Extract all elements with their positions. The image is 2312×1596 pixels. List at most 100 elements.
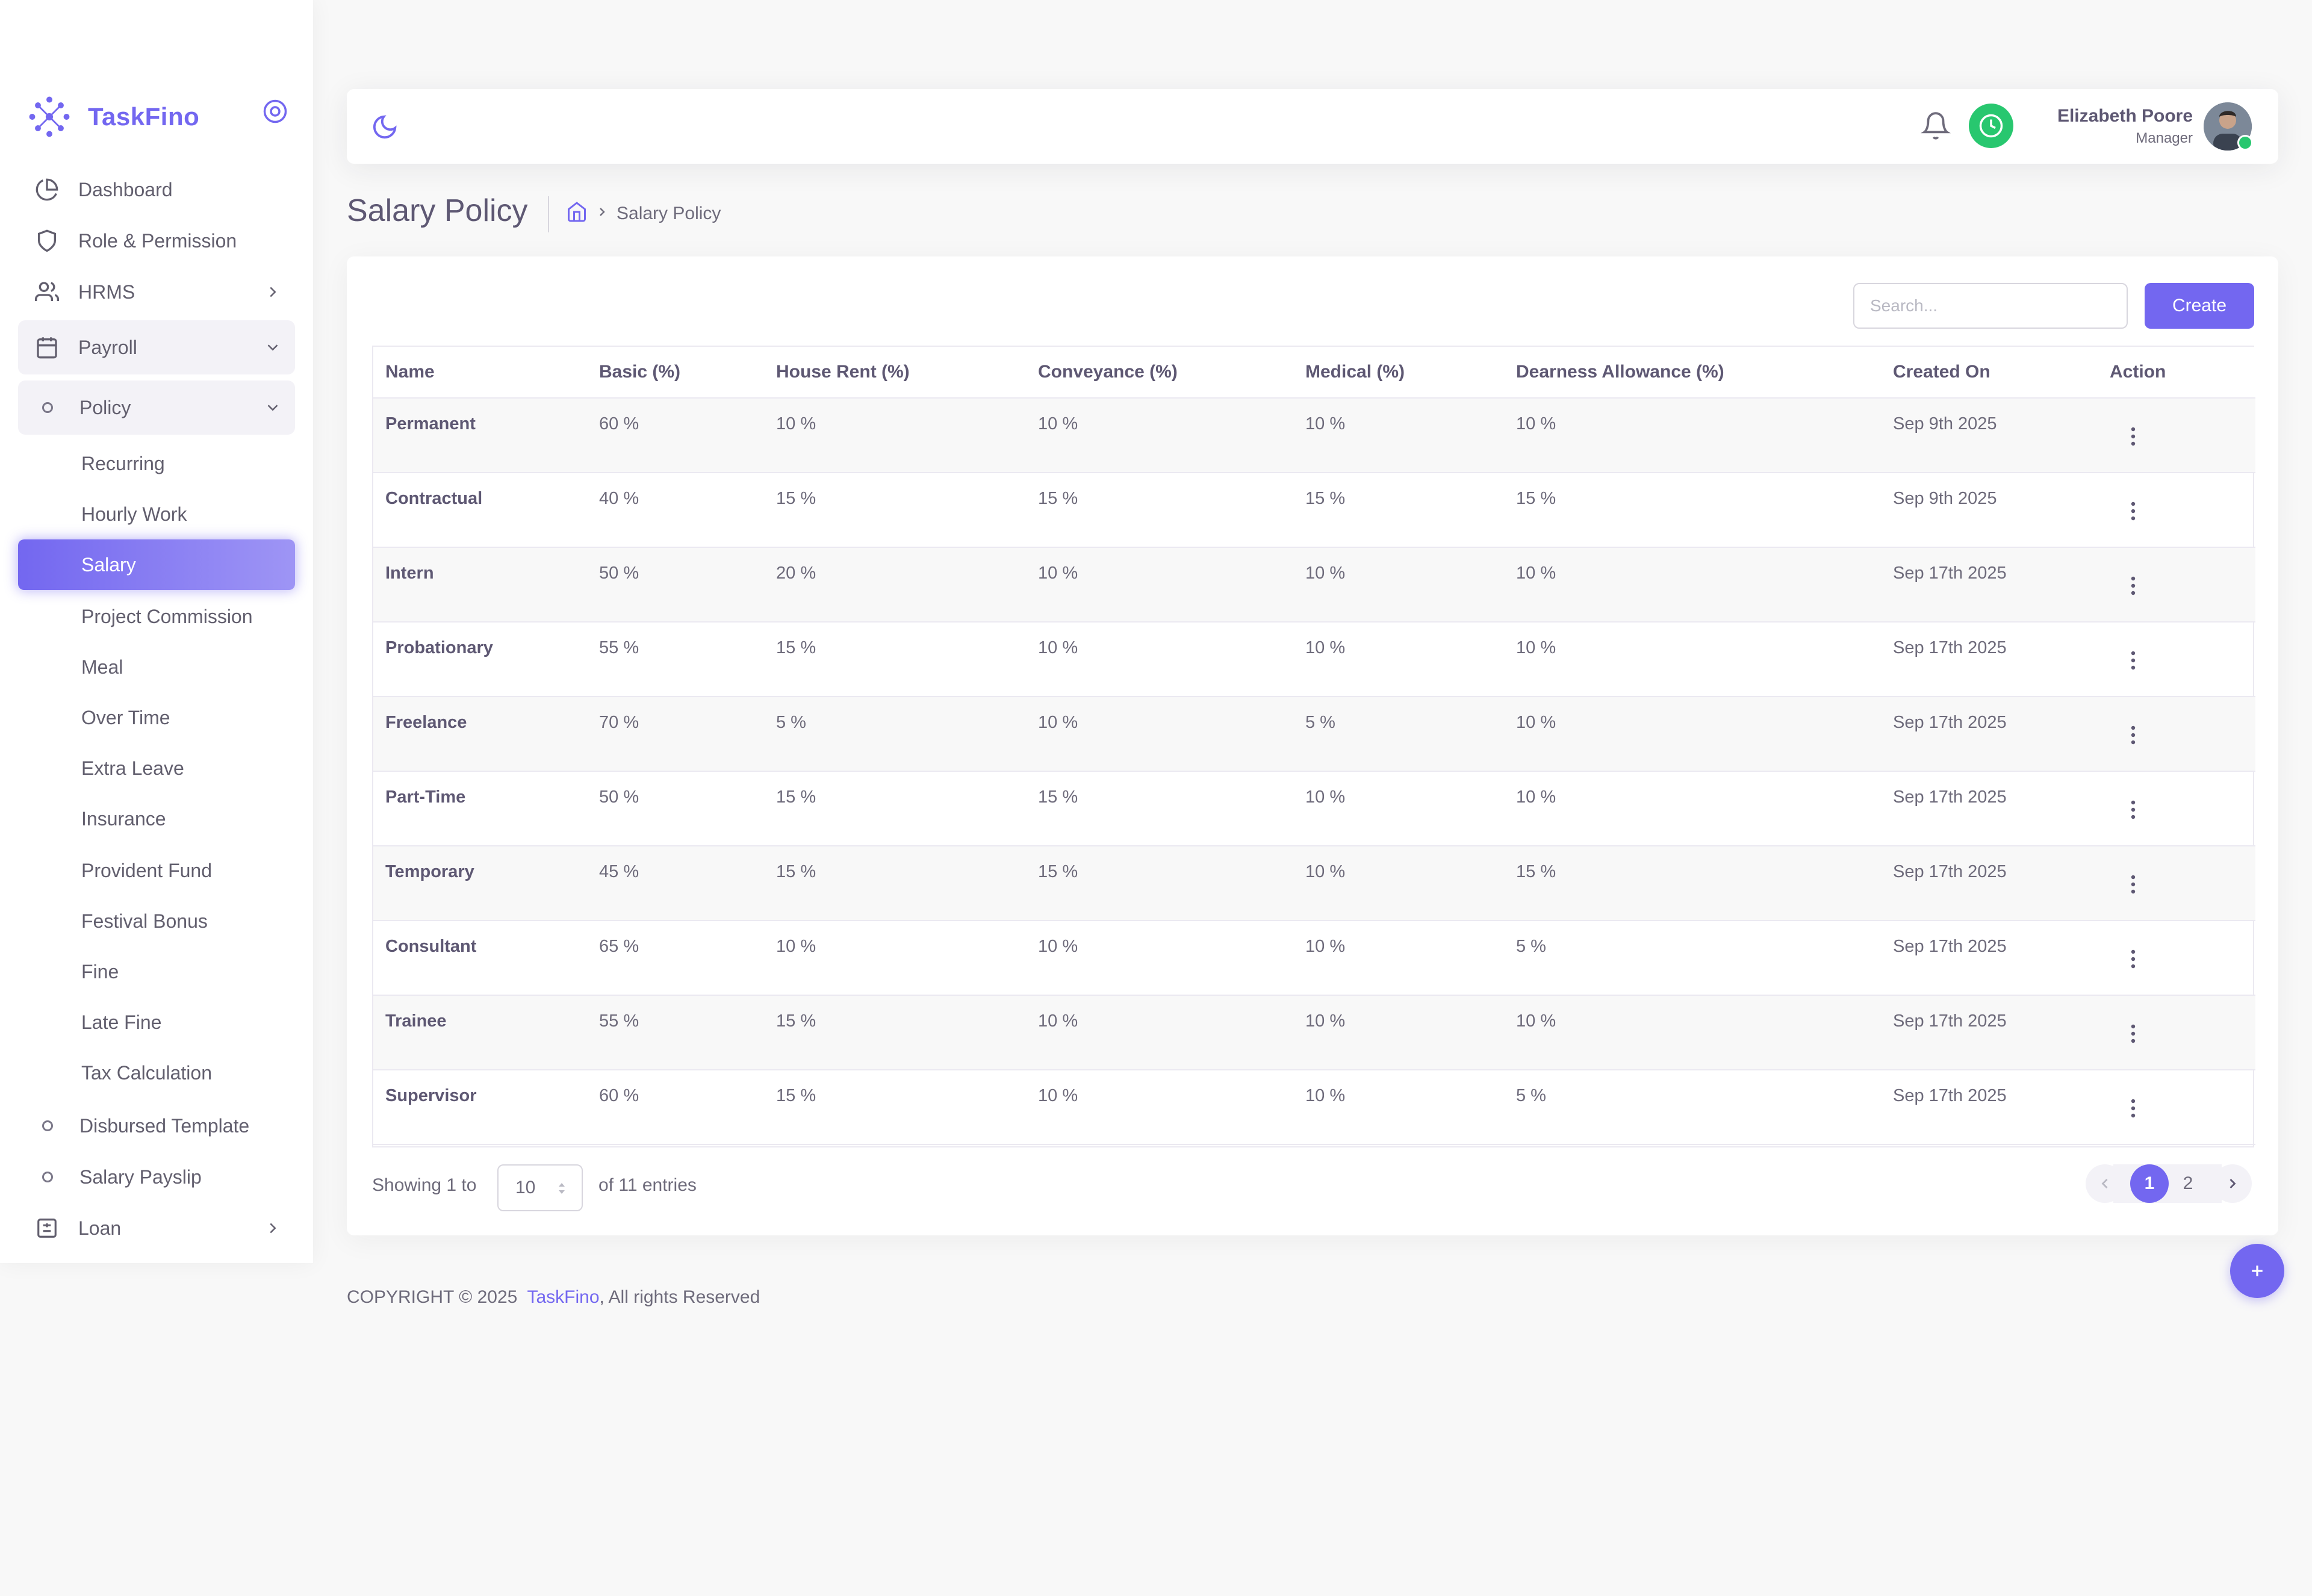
brand[interactable]: TaskFino bbox=[26, 93, 199, 141]
sidebar-item-disbursed-template[interactable]: Disbursed Template bbox=[18, 1099, 295, 1153]
sidebar-item-label: Salary Payslip bbox=[79, 1166, 202, 1188]
cell-dearness-allowance: 10 % bbox=[1504, 995, 1881, 1070]
cell-created-on: Sep 17th 2025 bbox=[1881, 1070, 2098, 1145]
column-header-medical[interactable]: Medical (%) bbox=[1293, 347, 1504, 399]
cell-conveyance: 15 % bbox=[1026, 473, 1293, 548]
search-input[interactable] bbox=[1853, 283, 2128, 329]
sidebar-subitem-label: Hourly Work bbox=[81, 503, 187, 525]
avatar-image bbox=[2204, 102, 2252, 151]
more-vertical-icon[interactable] bbox=[2130, 1023, 2136, 1044]
column-header-label: Created On bbox=[1893, 362, 1990, 382]
showing-suffix: of 11 entries bbox=[598, 1175, 697, 1195]
sidebar-item-hrms[interactable]: HRMS bbox=[18, 265, 295, 319]
more-vertical-icon[interactable] bbox=[2130, 725, 2136, 745]
more-vertical-icon[interactable] bbox=[2130, 650, 2136, 671]
column-header-basic[interactable]: Basic (%) bbox=[587, 347, 764, 399]
clock-button[interactable] bbox=[1969, 104, 2013, 148]
sidebar-item-role-permission[interactable]: Role & Permission bbox=[18, 214, 295, 268]
cell-dearness-allowance: 5 % bbox=[1504, 1070, 1881, 1145]
page-size-value: 10 bbox=[515, 1178, 536, 1197]
user-role: Manager bbox=[2136, 130, 2193, 146]
sidebar-item-policy[interactable]: Policy bbox=[18, 380, 295, 435]
sidebar-subitem-label: Provident Fund bbox=[81, 859, 213, 881]
prev-page-button[interactable] bbox=[2086, 1164, 2124, 1203]
more-vertical-icon[interactable] bbox=[2130, 874, 2136, 895]
table-row: Freelance 70 % 5 % 10 % 5 % 10 % Sep 17th 2025 bbox=[373, 697, 2255, 772]
moon-icon[interactable] bbox=[371, 113, 399, 141]
table-row: Permanent 60 % 10 % 10 % 10 % 10 % Sep 9th 202… bbox=[373, 398, 2255, 473]
sidebar-subitem-label: Festival Bonus bbox=[81, 910, 208, 932]
sidebar-subitem-insurance[interactable]: Insurance bbox=[18, 793, 295, 844]
cell-dearness-allowance: 10 % bbox=[1504, 622, 1881, 697]
sidebar-subitem-festival-bonus[interactable]: Festival Bonus bbox=[18, 896, 295, 946]
more-vertical-icon[interactable] bbox=[2130, 1098, 2136, 1119]
column-header-name[interactable]: Name bbox=[373, 347, 587, 399]
user-name[interactable]: Elizabeth Poore bbox=[2057, 106, 2193, 126]
cell-basic: 45 % bbox=[587, 846, 764, 921]
sidebar-item-dashboard[interactable]: Dashboard bbox=[18, 163, 295, 217]
cell-name: Temporary bbox=[373, 846, 587, 921]
cell-basic: 60 % bbox=[587, 398, 764, 473]
sidebar-item-label: Role & Permission bbox=[78, 229, 237, 252]
avatar[interactable] bbox=[2204, 102, 2253, 151]
salary-policy-table: Name Basic (%) House Rent (%) Conveyance… bbox=[372, 346, 2255, 1147]
cell-medical: 10 % bbox=[1293, 921, 1504, 996]
online-status-dot bbox=[2237, 135, 2253, 151]
sidebar-subitem-meal[interactable]: Meal bbox=[18, 642, 295, 692]
cell-conveyance: 10 % bbox=[1026, 921, 1293, 996]
cell-created-on: Sep 17th 2025 bbox=[1881, 622, 2098, 697]
sidebar-item-salary-payslip[interactable]: Salary Payslip bbox=[18, 1150, 295, 1204]
footer-brand-link[interactable]: TaskFino bbox=[527, 1287, 600, 1307]
floating-add-button[interactable] bbox=[2230, 1244, 2284, 1298]
column-header-conveyance[interactable]: Conveyance (%) bbox=[1026, 347, 1293, 399]
cell-conveyance: 10 % bbox=[1026, 697, 1293, 772]
circle-icon bbox=[42, 1120, 53, 1131]
sidebar-subitem-extra-leave[interactable]: Extra Leave bbox=[18, 743, 295, 793]
cell-medical: 10 % bbox=[1293, 846, 1504, 921]
sidebar-subitem-provident-fund[interactable]: Provident Fund bbox=[18, 845, 295, 896]
more-vertical-icon[interactable] bbox=[2130, 576, 2136, 596]
cell-created-on: Sep 17th 2025 bbox=[1881, 771, 2098, 846]
sidebar-item-loan[interactable]: Loan bbox=[18, 1201, 295, 1255]
sidebar-subitem-recurring[interactable]: Recurring bbox=[18, 438, 295, 489]
sidebar-subitem-over-time[interactable]: Over Time bbox=[18, 692, 295, 743]
cell-name: Contractual bbox=[373, 473, 587, 548]
cell-created-on: Sep 17th 2025 bbox=[1881, 995, 2098, 1070]
home-icon[interactable] bbox=[566, 201, 588, 223]
cell-created-on: Sep 17th 2025 bbox=[1881, 921, 2098, 996]
page-size-select[interactable]: 10 bbox=[497, 1164, 583, 1211]
create-button[interactable]: Create bbox=[2145, 283, 2254, 329]
page-2-button[interactable]: 2 bbox=[2183, 1173, 2193, 1193]
sidebar-subitem-tax-calculation[interactable]: Tax Calculation bbox=[18, 1048, 295, 1098]
page-1-button[interactable]: 1 bbox=[2130, 1164, 2169, 1203]
more-vertical-icon[interactable] bbox=[2130, 426, 2136, 447]
column-header-created-on[interactable]: Created On bbox=[1881, 347, 2121, 399]
cell-conveyance: 10 % bbox=[1026, 398, 1293, 473]
sidebar-subitem-label: Extra Leave bbox=[81, 757, 184, 779]
sidebar-subitem-project-commission[interactable]: Project Commission bbox=[18, 591, 295, 642]
cell-action bbox=[2098, 697, 2255, 772]
more-vertical-icon[interactable] bbox=[2130, 501, 2136, 521]
column-header-dearness-allowance[interactable]: Dearness Allowance (%) bbox=[1504, 347, 1881, 399]
next-page-button[interactable] bbox=[2213, 1164, 2252, 1203]
sidebar-subitem-salary[interactable]: Salary bbox=[18, 539, 295, 590]
bell-icon[interactable] bbox=[1921, 111, 1951, 141]
sidebar-subitem-late-fine[interactable]: Late Fine bbox=[18, 997, 295, 1048]
cell-medical: 10 % bbox=[1293, 995, 1504, 1070]
more-vertical-icon[interactable] bbox=[2130, 800, 2136, 820]
sidebar-subitem-label: Late Fine bbox=[81, 1011, 162, 1033]
cell-created-on: Sep 17th 2025 bbox=[1881, 697, 2098, 772]
sidebar-subitem-fine[interactable]: Fine bbox=[18, 946, 295, 997]
sidebar-toggle-icon[interactable] bbox=[263, 99, 288, 124]
cell-house-rent: 15 % bbox=[764, 771, 1026, 846]
sidebar-subitem-hourly-work[interactable]: Hourly Work bbox=[18, 489, 295, 539]
footer-copyright: COPYRIGHT © 2025 bbox=[347, 1287, 518, 1307]
column-header-house-rent[interactable]: House Rent (%) bbox=[764, 347, 1026, 399]
chevron-left-icon bbox=[2101, 1179, 2108, 1188]
more-vertical-icon[interactable] bbox=[2130, 949, 2136, 969]
sidebar-item-payroll[interactable]: Payroll bbox=[18, 320, 295, 374]
cell-name: Probationary bbox=[373, 622, 587, 697]
table-row: Temporary 45 % 15 % 15 % 10 % 15 % Sep 17th 20… bbox=[373, 846, 2255, 921]
footer: COPYRIGHT © 2025 TaskFino, All rights Re… bbox=[347, 1287, 760, 1308]
cell-action bbox=[2098, 1070, 2255, 1145]
